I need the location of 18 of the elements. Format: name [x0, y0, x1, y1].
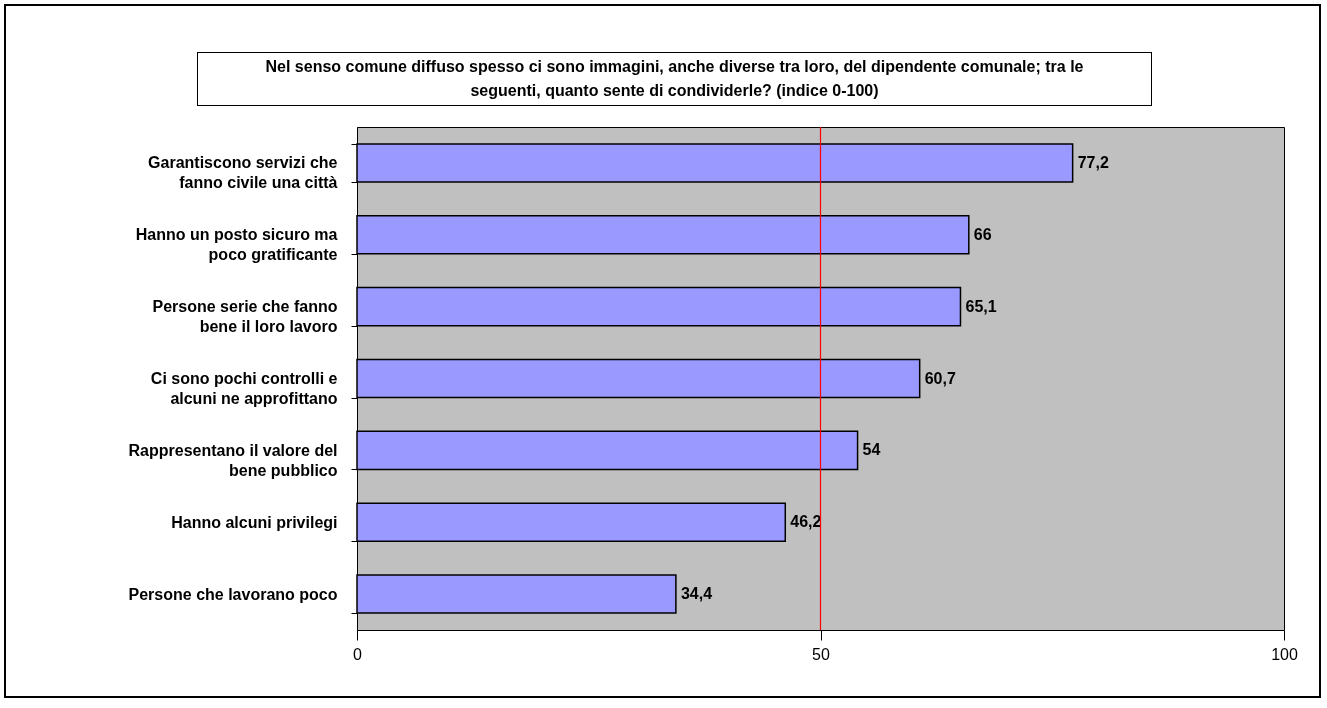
- x-tick-label: 0: [353, 645, 363, 663]
- data-label: 54: [862, 441, 881, 459]
- data-label: 65,1: [965, 297, 997, 315]
- y-tick-label: Ci sono pochi controlli e alcuni ne approfittano: [150, 370, 338, 407]
- data-label: 77,2: [1077, 153, 1109, 171]
- x-tick-label: 100: [1271, 645, 1298, 663]
- y-tick-label: Rappresentano il valore del bene pubblico: [128, 441, 338, 479]
- y-tick-label: Hanno un posto sicuro ma poco gratificante: [135, 226, 338, 264]
- y-tick-label: Persone che lavorano poco: [128, 585, 338, 603]
- data-label: 46,2: [790, 513, 822, 531]
- y-tick-label: Garantiscono servizi che fanno civile una città: [148, 154, 338, 192]
- chart-title: Nel senso comune diffuso spesso ci sono immagini, anche diverse tra loro, del dipendente comunale; tra le seguenti, quanto sente di condividerle? (indice 0-100): [197, 52, 1152, 106]
- x-tick-label: 50: [812, 645, 830, 663]
- y-tick-label: Hanno alcuni privilegi: [171, 513, 338, 531]
- y-tick-label: Persone serie che fanno bene il loro lavoro: [152, 298, 338, 336]
- data-label: 34,4: [680, 585, 713, 603]
- data-label: 60,7: [924, 369, 956, 387]
- data-label: 66: [973, 225, 992, 243]
